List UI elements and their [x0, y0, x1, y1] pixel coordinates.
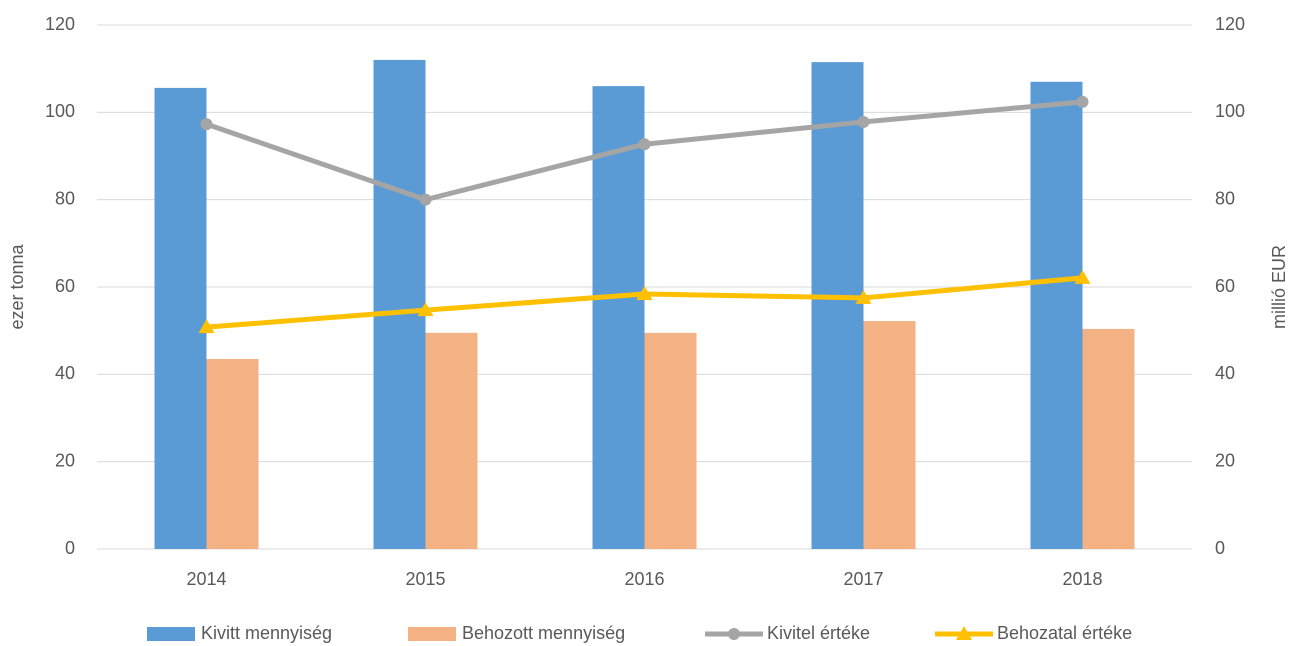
legend-marker — [728, 628, 740, 640]
bar — [1082, 328, 1135, 549]
line-marker — [1074, 269, 1091, 284]
y2-tick-label: 0 — [1215, 538, 1225, 558]
line-marker — [636, 285, 653, 300]
y2-tick-label: 120 — [1215, 14, 1245, 34]
y-axis-label: ezer tonna — [7, 243, 27, 329]
x-tick-label: 2015 — [405, 569, 445, 589]
bar — [373, 59, 426, 549]
line-marker — [417, 302, 434, 317]
legend-swatch — [147, 627, 195, 641]
y2-tick-label: 80 — [1215, 188, 1235, 208]
x-tick-label: 2016 — [624, 569, 664, 589]
y2-tick-label: 40 — [1215, 363, 1235, 383]
bar — [863, 321, 916, 549]
y-tick-label: 100 — [45, 101, 75, 121]
x-tick-label: 2018 — [1062, 569, 1102, 589]
y-tick-label: 20 — [55, 450, 75, 470]
x-tick-label: 2017 — [843, 569, 883, 589]
y2-axis-label: millió EUR — [1269, 245, 1289, 329]
legend-swatch — [408, 627, 456, 641]
line-marker — [200, 118, 213, 131]
bar — [206, 359, 259, 549]
line-marker — [857, 115, 870, 128]
legend-label: Kivitel értéke — [767, 623, 870, 643]
legend-label: Kivitt mennyiség — [201, 623, 332, 643]
line-marker — [855, 289, 872, 304]
legend-label: Behozatal értéke — [997, 623, 1132, 643]
y2-tick-label: 60 — [1215, 276, 1235, 296]
y-tick-label: 80 — [55, 188, 75, 208]
y2-tick-label: 20 — [1215, 450, 1235, 470]
y2-tick-label: 100 — [1215, 101, 1245, 121]
bar — [425, 332, 478, 549]
y-tick-label: 120 — [45, 14, 75, 34]
line-marker — [1076, 95, 1089, 108]
bar — [1030, 81, 1083, 550]
legend-label: Behozott mennyiség — [462, 623, 625, 643]
y-tick-label: 60 — [55, 276, 75, 296]
legend-marker — [956, 626, 972, 640]
line-marker — [419, 193, 432, 206]
y-tick-label: 0 — [65, 538, 75, 558]
bar — [644, 332, 697, 549]
x-tick-label: 2014 — [186, 569, 226, 589]
bar — [592, 86, 645, 549]
line-marker — [198, 319, 215, 334]
line-marker — [638, 138, 651, 151]
bar — [154, 87, 207, 549]
y-tick-label: 40 — [55, 363, 75, 383]
bar — [811, 62, 864, 549]
